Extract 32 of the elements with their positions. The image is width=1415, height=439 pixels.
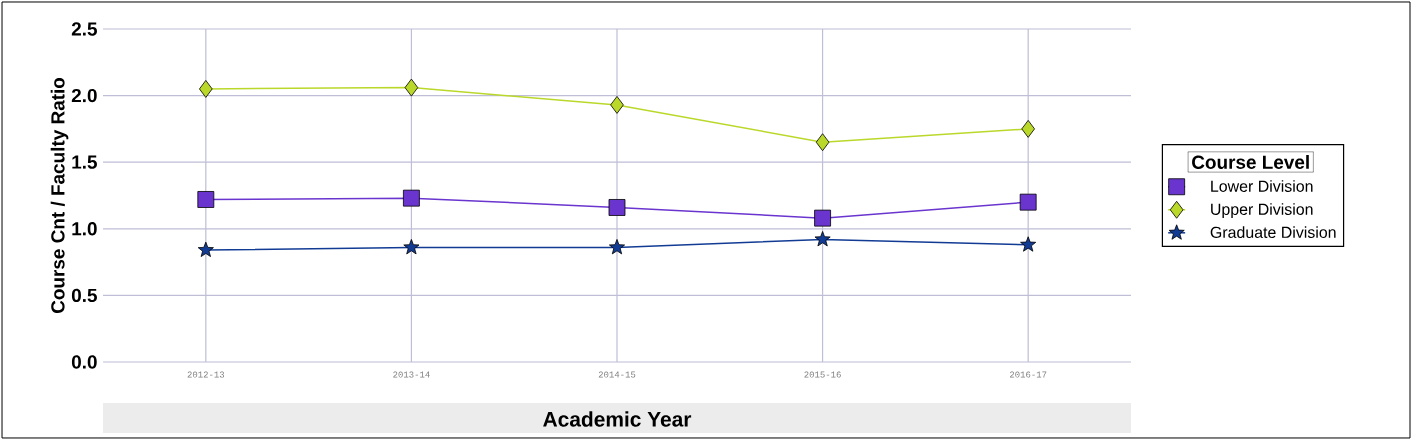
legend-label: Upper Division (1211, 203, 1313, 219)
point (403, 239, 420, 255)
x-axis-title: Academic Year (543, 411, 692, 427)
point (1020, 236, 1037, 252)
point (610, 96, 624, 114)
y-tick-label: 2.0 (71, 88, 97, 103)
y-tick-label: 0.5 (71, 288, 97, 303)
x-tick-label: 2012-13 (187, 371, 225, 378)
point (197, 241, 214, 257)
x-tick-label: 2016-17 (1009, 371, 1047, 378)
point (814, 231, 831, 247)
y-axis-title: Course Cnt / Faculty Ratio (50, 77, 69, 314)
point (199, 80, 213, 98)
point (608, 239, 625, 255)
x-tick-label: 2013-14 (393, 371, 430, 378)
point (815, 133, 830, 152)
point (404, 78, 419, 97)
y-tick-label: 0.0 (71, 355, 97, 369)
point (197, 191, 215, 208)
point (1021, 119, 1035, 138)
x-tick-label: 2014-15 (598, 371, 636, 378)
point (608, 199, 626, 216)
y-tick-label: 1.0 (72, 222, 97, 236)
y-tick-label: 1.5 (72, 155, 97, 169)
legend-title: Course Level (1192, 155, 1309, 169)
y-tick-label: 2.5 (71, 22, 97, 36)
point (403, 189, 420, 207)
legend-label: Graduate Division (1210, 226, 1336, 238)
point (1019, 193, 1037, 211)
x-tick-label: 2015-16 (804, 371, 841, 378)
point (814, 209, 831, 227)
legend-label: Lower Division (1211, 180, 1313, 192)
